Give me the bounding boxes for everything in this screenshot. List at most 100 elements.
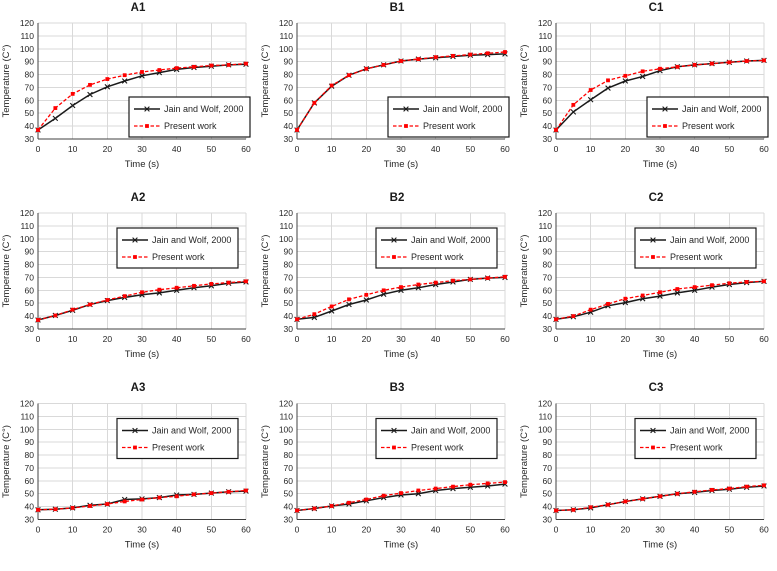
svg-text:90: 90 (543, 437, 553, 447)
svg-text:40: 40 (25, 121, 35, 131)
svg-text:30: 30 (25, 324, 35, 334)
svg-text:Temperature (C°): Temperature (C°) (519, 45, 530, 118)
svg-text:Present work: Present work (682, 121, 735, 131)
svg-text:110: 110 (538, 411, 552, 421)
svg-text:40: 40 (172, 334, 182, 344)
svg-text:Time (s): Time (s) (125, 159, 159, 170)
svg-text:70: 70 (284, 82, 294, 92)
subplot-c2: 30 40 50 60 70 80 90 100 110 120 0 10 20 30 40 50 60 Time… (518, 190, 777, 380)
svg-text:60: 60 (25, 476, 35, 486)
svg-text:40: 40 (284, 121, 294, 131)
svg-text:100: 100 (20, 424, 34, 434)
svg-text:Time (s): Time (s) (125, 349, 159, 360)
svg-text:Jain and Wolf, 2000: Jain and Wolf, 2000 (670, 235, 749, 245)
svg-text:0: 0 (295, 525, 300, 535)
svg-text:50: 50 (725, 525, 735, 535)
svg-text:50: 50 (25, 489, 35, 499)
svg-text:100: 100 (538, 424, 552, 434)
svg-text:60: 60 (500, 144, 510, 154)
svg-text:110: 110 (538, 31, 552, 41)
svg-text:Jain and Wolf, 2000: Jain and Wolf, 2000 (411, 426, 490, 436)
svg-text:110: 110 (20, 411, 34, 421)
svg-text:30: 30 (543, 515, 553, 525)
svg-text:70: 70 (25, 463, 35, 473)
svg-text:20: 20 (362, 525, 372, 535)
chart-title-b1: B1 (389, 2, 405, 14)
subplot-a1: 30 40 50 60 70 80 90 100 110 120 0 10 20 30 40 50 60 Time… (0, 0, 259, 190)
svg-text:90: 90 (284, 437, 294, 447)
svg-text:20: 20 (103, 525, 113, 535)
svg-text:Temperature (C°): Temperature (C°) (260, 235, 271, 308)
chart-canvas-b1: 30 40 50 60 70 80 90 100 110 120 0 10 20 30 40 50 60 Time… (260, 18, 510, 170)
chart-title-c2: C2 (648, 192, 664, 204)
svg-text:Time (s): Time (s) (384, 159, 418, 170)
svg-text:80: 80 (25, 450, 35, 460)
svg-text:Temperature (C°): Temperature (C°) (1, 425, 12, 498)
svg-text:70: 70 (284, 272, 294, 282)
svg-text:50: 50 (725, 144, 735, 154)
svg-text:120: 120 (538, 208, 552, 218)
svg-text:30: 30 (655, 144, 665, 154)
svg-text:60: 60 (241, 525, 251, 535)
svg-text:120: 120 (279, 18, 293, 28)
svg-text:40: 40 (431, 334, 441, 344)
svg-text:50: 50 (466, 334, 476, 344)
svg-text:70: 70 (543, 272, 553, 282)
svg-text:50: 50 (207, 144, 217, 154)
svg-text:30: 30 (655, 525, 665, 535)
svg-text:60: 60 (500, 525, 510, 535)
svg-text:50: 50 (466, 144, 476, 154)
svg-text:90: 90 (284, 247, 294, 257)
svg-text:30: 30 (655, 334, 665, 344)
svg-text:60: 60 (759, 525, 769, 535)
svg-text:Time (s): Time (s) (125, 540, 159, 551)
svg-text:30: 30 (137, 144, 147, 154)
svg-text:90: 90 (25, 247, 35, 257)
svg-text:50: 50 (543, 108, 553, 118)
svg-text:20: 20 (103, 144, 113, 154)
svg-text:Time (s): Time (s) (643, 540, 677, 551)
svg-text:20: 20 (103, 334, 113, 344)
svg-text:90: 90 (25, 437, 35, 447)
svg-text:70: 70 (284, 463, 294, 473)
svg-text:90: 90 (25, 57, 35, 67)
svg-text:80: 80 (25, 70, 35, 80)
svg-text:50: 50 (466, 525, 476, 535)
svg-text:20: 20 (621, 334, 631, 344)
svg-text:50: 50 (543, 298, 553, 308)
svg-text:10: 10 (327, 144, 337, 154)
svg-text:80: 80 (284, 70, 294, 80)
svg-text:Jain and Wolf, 2000: Jain and Wolf, 2000 (411, 235, 490, 245)
svg-text:Jain and Wolf, 2000: Jain and Wolf, 2000 (670, 426, 749, 436)
svg-text:110: 110 (279, 221, 293, 231)
svg-text:120: 120 (538, 399, 552, 409)
svg-text:60: 60 (284, 95, 294, 105)
svg-text:100: 100 (20, 44, 34, 54)
svg-text:60: 60 (543, 95, 553, 105)
svg-text:0: 0 (554, 334, 559, 344)
chart-canvas-b2: 30 40 50 60 70 80 90 100 110 120 0 10 20 30 40 50 60 Time… (260, 208, 510, 360)
svg-text:Temperature (C°): Temperature (C°) (260, 425, 271, 498)
chart-canvas-c3: 30 40 50 60 70 80 90 100 110 120 0 10 20 30 40 50 60 Time… (519, 399, 769, 551)
chart-title-c1: C1 (648, 2, 664, 14)
svg-text:80: 80 (284, 450, 294, 460)
svg-text:110: 110 (279, 31, 293, 41)
chart-title-a3: A3 (130, 382, 146, 394)
svg-text:Present work: Present work (423, 121, 476, 131)
chart-title-a2: A2 (130, 192, 146, 204)
chart-title-b3: B3 (389, 382, 405, 394)
svg-text:60: 60 (543, 476, 553, 486)
chart-canvas-a2: 30 40 50 60 70 80 90 100 110 120 0 10 20 30 40 50 60 Time… (1, 208, 251, 360)
svg-text:60: 60 (284, 476, 294, 486)
svg-text:Time (s): Time (s) (384, 349, 418, 360)
svg-text:80: 80 (25, 260, 35, 270)
svg-text:10: 10 (68, 144, 78, 154)
svg-text:Jain and Wolf, 2000: Jain and Wolf, 2000 (682, 104, 761, 114)
svg-text:Present work: Present work (164, 121, 217, 131)
svg-text:50: 50 (284, 108, 294, 118)
svg-text:60: 60 (241, 144, 251, 154)
svg-text:100: 100 (279, 424, 293, 434)
svg-text:40: 40 (284, 311, 294, 321)
svg-text:40: 40 (543, 502, 553, 512)
svg-text:30: 30 (396, 525, 406, 535)
